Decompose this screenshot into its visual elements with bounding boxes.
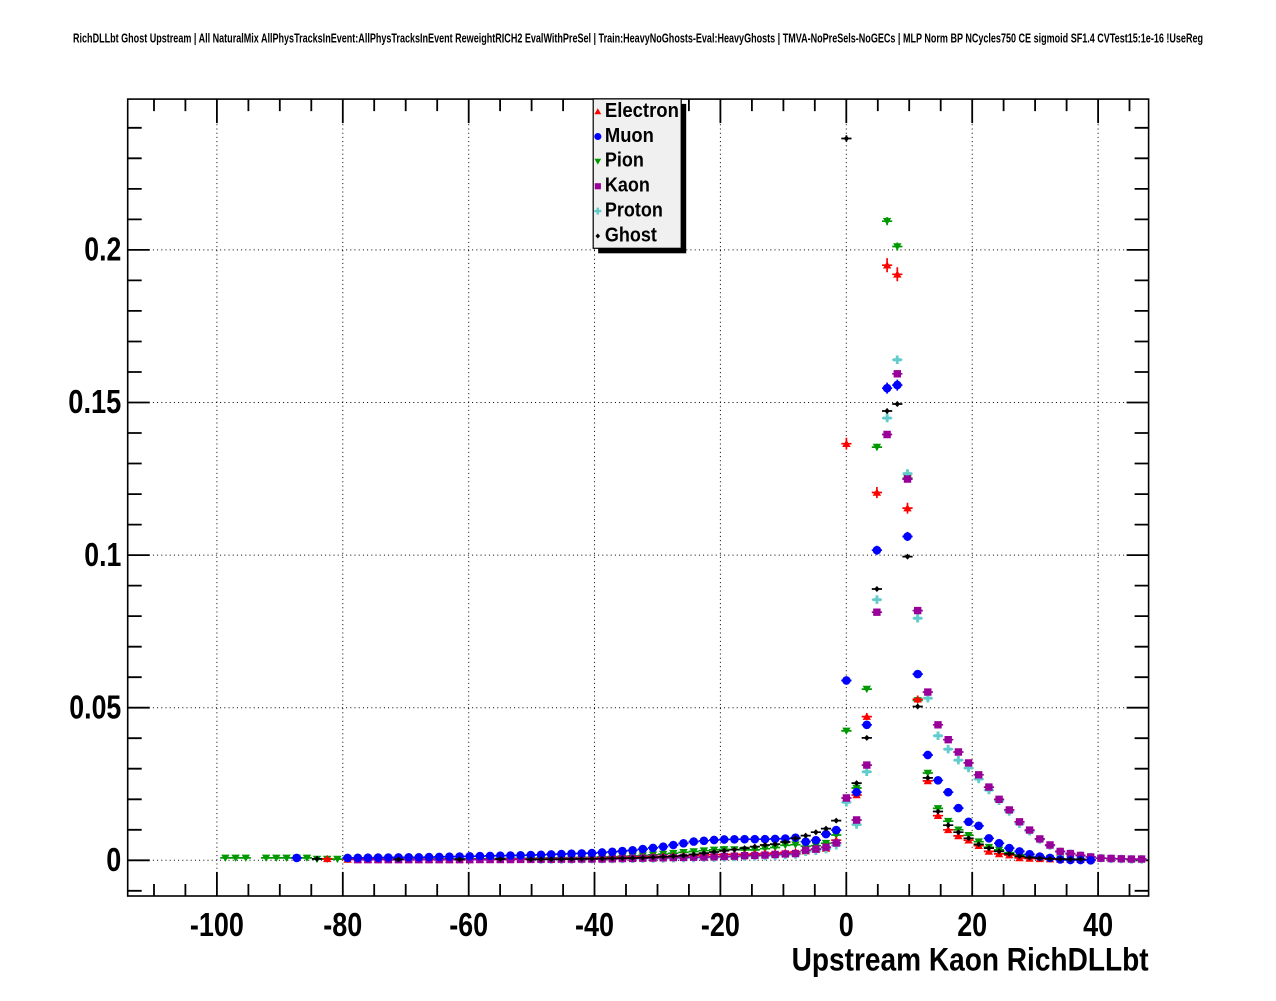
svg-text:0.1: 0.1: [84, 536, 121, 573]
svg-text:0: 0: [106, 841, 121, 878]
svg-text:0.05: 0.05: [69, 688, 121, 725]
svg-text:Electron: Electron: [605, 100, 679, 122]
svg-text:Kaon: Kaon: [605, 175, 650, 197]
svg-text:-100: -100: [190, 906, 244, 943]
svg-text:-40: -40: [575, 906, 614, 943]
svg-text:0.2: 0.2: [84, 231, 121, 268]
svg-text:Proton: Proton: [605, 199, 663, 221]
svg-text:0: 0: [839, 906, 854, 943]
svg-text:Pion: Pion: [605, 150, 644, 172]
svg-text:20: 20: [957, 906, 987, 943]
svg-text:Upstream Kaon RichDLLbt: Upstream Kaon RichDLLbt: [792, 942, 1149, 978]
svg-text:40: 40: [1083, 906, 1113, 943]
svg-text:0.15: 0.15: [68, 383, 121, 420]
svg-text:-60: -60: [449, 906, 488, 943]
svg-text:RichDLLbt Ghost Upstream | All: RichDLLbt Ghost Upstream | All NaturalMi…: [73, 32, 1203, 46]
svg-text:Ghost: Ghost: [605, 224, 657, 246]
svg-text:Muon: Muon: [605, 125, 654, 147]
svg-text:-20: -20: [701, 906, 740, 943]
svg-text:-80: -80: [323, 906, 362, 943]
